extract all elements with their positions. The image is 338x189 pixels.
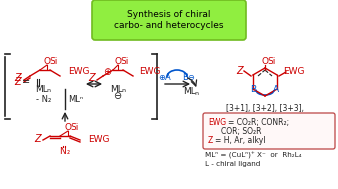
- Text: O: O: [115, 57, 121, 66]
- Text: MLⁿ = (CuLⁿ)⁺ X⁻  or  Rh₂L₄: MLⁿ = (CuLⁿ)⁺ X⁻ or Rh₂L₄: [205, 152, 301, 159]
- Text: EWG: EWG: [88, 135, 110, 143]
- FancyBboxPatch shape: [92, 0, 246, 40]
- Text: O: O: [44, 57, 50, 66]
- Text: Z: Z: [35, 134, 41, 144]
- Text: L - chiral ligand: L - chiral ligand: [205, 161, 260, 167]
- Text: = CO₂R; CONR₂;: = CO₂R; CONR₂;: [228, 118, 289, 127]
- Text: Z: Z: [237, 66, 243, 76]
- Text: EWG: EWG: [68, 67, 90, 75]
- Text: Si: Si: [121, 57, 129, 66]
- Text: B: B: [250, 84, 256, 94]
- Text: A: A: [273, 84, 279, 94]
- Text: ML: ML: [110, 84, 123, 94]
- Text: =: =: [22, 77, 30, 87]
- Text: Z: Z: [208, 136, 213, 145]
- Text: n: n: [121, 88, 125, 93]
- Text: = H, Ar, alkyl: = H, Ar, alkyl: [215, 136, 266, 145]
- Text: n: n: [46, 88, 50, 93]
- Text: ⊖: ⊖: [113, 91, 121, 101]
- Text: EWG: EWG: [139, 67, 161, 75]
- Text: COR; SO₂R: COR; SO₂R: [221, 127, 262, 136]
- Text: MLⁿ: MLⁿ: [68, 94, 83, 104]
- Text: ML: ML: [35, 84, 48, 94]
- Text: Synthesis of chiral
carbo- and heterocycles: Synthesis of chiral carbo- and heterocyc…: [114, 10, 224, 30]
- Text: n: n: [194, 91, 198, 96]
- Text: Z: Z: [14, 77, 21, 87]
- Text: - N₂: - N₂: [36, 94, 51, 104]
- Text: Si: Si: [71, 122, 79, 132]
- FancyBboxPatch shape: [203, 113, 335, 149]
- Text: ⊕: ⊕: [103, 67, 111, 77]
- Text: Z: Z: [15, 73, 21, 83]
- Text: EWG: EWG: [208, 118, 226, 127]
- Text: O: O: [65, 122, 72, 132]
- Text: EWG: EWG: [283, 67, 305, 75]
- Text: [3+1], [3+2], [3+3],
[3+4], [3+5]: [3+1], [3+2], [3+3], [3+4], [3+5]: [226, 104, 304, 124]
- Text: Z: Z: [89, 73, 95, 83]
- Text: N: N: [58, 147, 65, 156]
- Text: Si: Si: [50, 57, 58, 66]
- Text: ⊕A: ⊕A: [159, 73, 171, 81]
- Text: ML: ML: [183, 88, 196, 97]
- Text: B⊖: B⊖: [183, 73, 195, 81]
- Text: O: O: [262, 57, 268, 66]
- Text: ₂: ₂: [67, 147, 70, 156]
- Text: Si: Si: [268, 57, 276, 66]
